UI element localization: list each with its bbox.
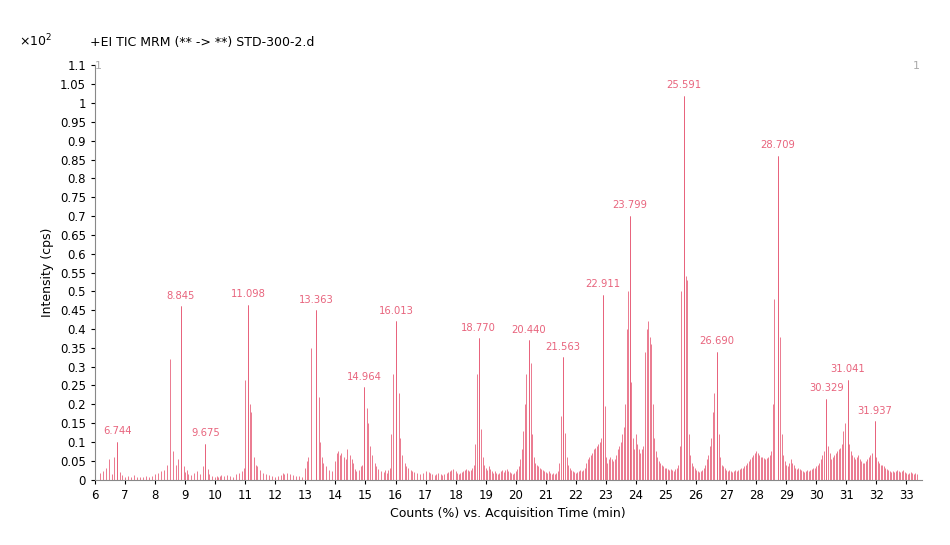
Text: 16.013: 16.013 bbox=[378, 306, 413, 316]
Text: 8.845: 8.845 bbox=[166, 290, 195, 301]
Text: 23.799: 23.799 bbox=[613, 201, 648, 210]
Text: 25.591: 25.591 bbox=[666, 80, 701, 90]
X-axis label: Counts (%) vs. Acquisition Time (min): Counts (%) vs. Acquisition Time (min) bbox=[390, 507, 626, 520]
Text: $\times$10$^{2}$: $\times$10$^{2}$ bbox=[19, 33, 52, 49]
Text: 31.041: 31.041 bbox=[830, 364, 864, 374]
Text: 11.098: 11.098 bbox=[231, 289, 266, 299]
Y-axis label: Intensity (cps): Intensity (cps) bbox=[42, 228, 54, 317]
Text: 9.675: 9.675 bbox=[191, 428, 219, 438]
Text: 26.690: 26.690 bbox=[699, 336, 734, 346]
Text: 13.363: 13.363 bbox=[299, 294, 333, 305]
Text: 20.440: 20.440 bbox=[512, 325, 546, 335]
Text: 31.937: 31.937 bbox=[857, 405, 892, 416]
Text: 1: 1 bbox=[95, 61, 102, 71]
Text: +EI TIC MRM (** -> **) STD-300-2.d: +EI TIC MRM (** -> **) STD-300-2.d bbox=[90, 36, 314, 49]
Text: 21.563: 21.563 bbox=[545, 342, 580, 352]
Text: 30.329: 30.329 bbox=[808, 383, 844, 393]
Text: 1: 1 bbox=[913, 61, 920, 71]
Text: 18.770: 18.770 bbox=[462, 323, 496, 333]
Text: 14.964: 14.964 bbox=[347, 372, 382, 382]
Text: 6.744: 6.744 bbox=[104, 426, 132, 437]
Text: 28.709: 28.709 bbox=[760, 140, 795, 150]
Text: 22.911: 22.911 bbox=[586, 280, 620, 289]
